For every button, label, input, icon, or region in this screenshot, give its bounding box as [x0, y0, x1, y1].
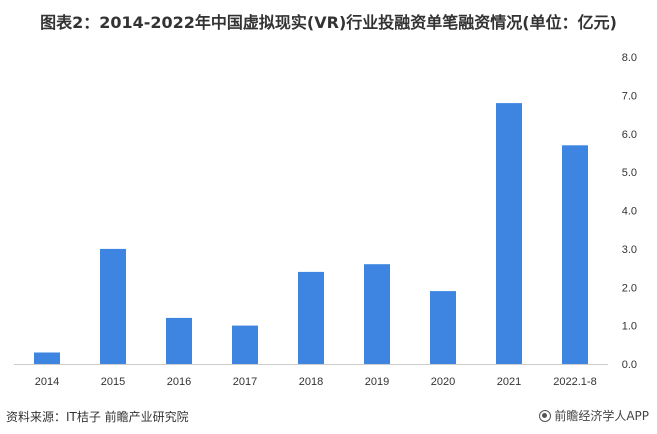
bar-2017: [232, 325, 258, 364]
x-tick-label: 2015: [101, 376, 125, 388]
y-tick-label: 6.0: [622, 129, 637, 141]
y-tick-label: 8.0: [622, 52, 637, 64]
source-note: 资料来源：IT桔子 前瞻产业研究院: [6, 410, 189, 424]
x-tick-label: 2016: [167, 376, 191, 388]
bar-2018: [298, 271, 324, 364]
bar-2020: [430, 291, 456, 364]
chart-title: 图表2：2014-2022年中国虚拟现实(VR)行业投融资单笔融资情况(单位：亿…: [40, 13, 617, 32]
y-tick-label: 0.0: [622, 359, 637, 371]
brand-logo-icon: [539, 409, 552, 422]
brand-text: 前瞻经济学人APP: [554, 409, 649, 423]
bar-2022.1-8: [562, 145, 588, 364]
bar-2015: [100, 248, 126, 364]
bar-2021: [496, 103, 522, 364]
x-tick-label: 2022.1-8: [553, 376, 596, 388]
x-tick-label: 2021: [497, 376, 521, 388]
x-tick-label: 2018: [299, 376, 323, 388]
y-tick-label: 5.0: [622, 167, 637, 179]
y-tick-label: 7.0: [622, 90, 637, 102]
brand-label: 前瞻经济学人APP: [539, 407, 649, 424]
y-tick-label: 2.0: [622, 282, 637, 294]
x-tick-label: 2014: [35, 376, 59, 388]
bar-2019: [364, 264, 390, 364]
x-tick-label: 2017: [233, 376, 257, 388]
y-tick-label: 4.0: [622, 206, 637, 218]
y-tick-label: 3.0: [622, 244, 637, 256]
x-tick-label: 2019: [365, 376, 389, 388]
x-tick-label: 2020: [431, 376, 455, 388]
footer: 资料来源：IT桔子 前瞻产业研究院 前瞻经济学人APP: [0, 398, 657, 434]
y-tick-label: 1.0: [622, 321, 637, 333]
bar-2014: [34, 352, 60, 364]
bar-2016: [166, 317, 192, 364]
